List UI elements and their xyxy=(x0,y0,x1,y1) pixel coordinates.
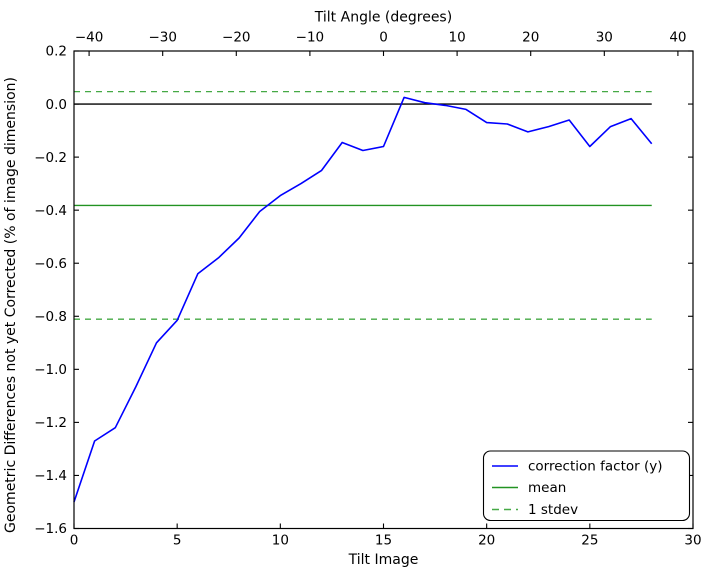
plot-content: 0 5 10 15 20 25 30 −40 −30 −20 −10 0 10 20 30 40 0.2 0.0 −… xyxy=(34,30,701,549)
x-tick-label: 0 xyxy=(70,533,79,549)
y-tick-label: −0.6 xyxy=(34,256,67,272)
legend-box xyxy=(482,450,691,522)
top-tick-label: −20 xyxy=(222,30,251,46)
top-tick-label: 40 xyxy=(669,30,686,46)
y-tick-label: −0.4 xyxy=(34,203,67,219)
legend-label-stdev: 1 stdev xyxy=(528,502,578,518)
y-tick-label: −1.2 xyxy=(34,415,67,431)
x-tick-label: 15 xyxy=(375,533,392,549)
y-tick-label: 0.0 xyxy=(46,97,67,113)
y-tick-label: −1.0 xyxy=(34,362,67,378)
top-tick-label: −30 xyxy=(148,30,177,46)
top-tick-label: −10 xyxy=(296,30,325,46)
x-tick-label: 5 xyxy=(173,533,182,549)
correction-factor-line xyxy=(73,96,653,503)
x-tick-label: 25 xyxy=(581,533,598,549)
top-tick-label: 30 xyxy=(596,30,613,46)
x-tick-label: 10 xyxy=(272,533,289,549)
y-axis-label: Geometric Differences not yet Corrected … xyxy=(3,77,19,533)
x-tick-label: 30 xyxy=(684,533,701,549)
top-tick-label: 10 xyxy=(449,30,466,46)
top-axis-title: Tilt Angle (degrees) xyxy=(314,10,452,26)
y-tick-label: −0.8 xyxy=(34,309,67,325)
legend-label-mean: mean xyxy=(528,480,566,496)
y-tick-label: 0.2 xyxy=(46,44,67,60)
legend-label-correction: correction factor (y) xyxy=(528,459,663,475)
top-tick-label: −40 xyxy=(75,30,104,46)
x-tick-label: 20 xyxy=(478,533,495,549)
legend: correction factor (y) mean 1 stdev xyxy=(482,450,691,522)
top-tick-label: 0 xyxy=(379,30,388,46)
y-tick-label: −1.4 xyxy=(34,468,67,484)
y-tick-label: −1.6 xyxy=(34,521,67,537)
y-tick-label: −0.2 xyxy=(34,150,67,166)
x-axis-label: Tilt Image xyxy=(348,552,419,568)
top-tick-label: 20 xyxy=(522,30,539,46)
